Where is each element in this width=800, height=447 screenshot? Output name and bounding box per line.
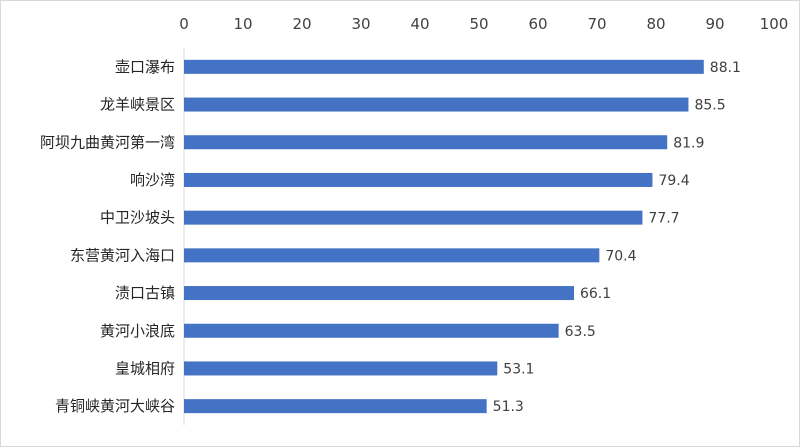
data-labels: 88.1 85.5 81.9 79.4 77.7 70.4 66.1 63.5 53.1 51.3 (493, 60, 741, 415)
x-tick-label: 50 (469, 15, 488, 33)
data-label: 63.5 (565, 324, 596, 340)
x-tick-label: 20 (292, 15, 311, 33)
data-label: 81.9 (673, 135, 704, 151)
bar (184, 97, 689, 112)
bar (184, 210, 643, 225)
data-label: 53.1 (503, 361, 534, 377)
category-labels: 壶口瀑布龙羊峡景区阿坝九曲黄河第一湾响沙湾中卫沙坡头东营黄河入海口渍口古镇黄河小… (40, 58, 175, 415)
x-axis-ticks: 0 10 20 30 40 50 60 70 80 90 100 (179, 15, 788, 33)
x-tick-label: 80 (646, 15, 665, 33)
category-label: 中卫沙坡头 (100, 209, 175, 227)
data-label: 66.1 (580, 286, 611, 302)
category-label: 龙羊峡景区 (100, 96, 175, 114)
x-tick-label: 30 (351, 15, 370, 33)
data-label: 88.1 (710, 60, 741, 76)
x-tick-label: 10 (233, 15, 252, 33)
category-label: 东营黄河入海口 (70, 246, 175, 264)
bar (184, 323, 559, 338)
bar (184, 172, 653, 187)
category-label: 阿坝九曲黄河第一湾 (40, 133, 175, 151)
bar (184, 135, 668, 150)
bar (184, 248, 600, 263)
category-label: 青铜峡黄河大峡谷 (55, 397, 175, 415)
bar (184, 399, 487, 414)
category-label: 渍口古镇 (115, 284, 175, 302)
data-label: 77.7 (648, 211, 679, 227)
x-tick-label: 40 (410, 15, 429, 33)
x-tick-label: 100 (760, 15, 789, 33)
data-label: 85.5 (694, 98, 725, 114)
data-label: 70.4 (605, 248, 636, 264)
bar (184, 59, 704, 74)
data-label: 79.4 (658, 173, 689, 189)
bars-group (184, 59, 704, 414)
data-label: 51.3 (493, 399, 524, 415)
category-label: 响沙湾 (130, 171, 175, 189)
x-tick-label: 90 (705, 15, 724, 33)
bar (184, 286, 574, 301)
x-tick-label: 70 (587, 15, 606, 33)
x-tick-label: 0 (179, 15, 189, 33)
category-label: 黄河小浪底 (100, 322, 175, 340)
bar (184, 361, 498, 376)
category-label: 壶口瀑布 (115, 58, 175, 76)
category-label: 皇城相府 (115, 359, 175, 377)
x-tick-label: 60 (528, 15, 547, 33)
